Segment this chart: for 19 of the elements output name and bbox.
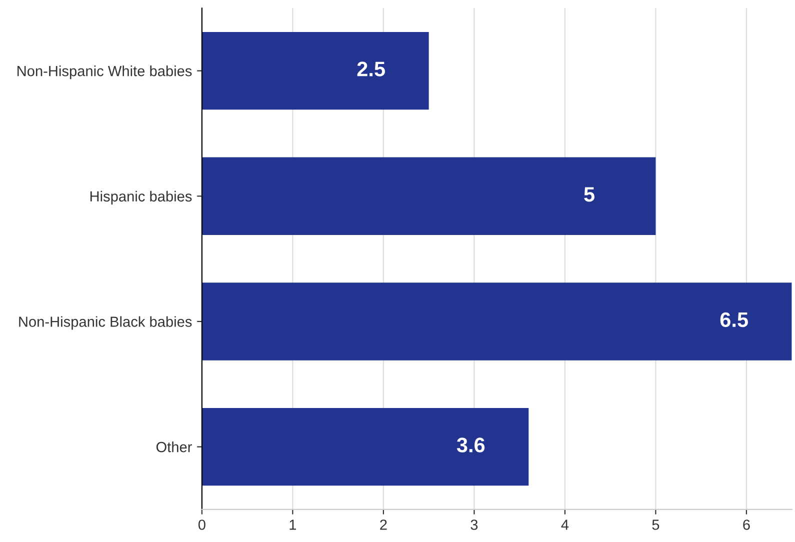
data-label: 2.5 bbox=[357, 62, 385, 76]
bar bbox=[202, 157, 656, 235]
x-tick-label: 6 bbox=[743, 520, 750, 530]
x-tick-label: 2 bbox=[380, 520, 387, 530]
y-tick-label: Hispanic babies bbox=[90, 190, 192, 204]
bar bbox=[202, 32, 429, 110]
data-label: 5 bbox=[584, 187, 594, 202]
bar bbox=[202, 408, 529, 486]
x-tick-label: 5 bbox=[652, 520, 660, 530]
data-label: 3.6 bbox=[456, 438, 485, 452]
y-tick-label: Non-Hispanic Black babies bbox=[19, 316, 192, 330]
x-tick-label: 0 bbox=[198, 520, 206, 530]
x-tick-label: 1 bbox=[290, 520, 296, 530]
bar bbox=[202, 282, 792, 360]
x-tick-label: 4 bbox=[561, 520, 569, 530]
y-tick-label: Non-Hispanic White babies bbox=[18, 66, 192, 80]
y-tick-label: Other bbox=[156, 442, 192, 452]
data-label: 6.5 bbox=[720, 312, 748, 328]
x-tick-label: 3 bbox=[470, 520, 478, 530]
